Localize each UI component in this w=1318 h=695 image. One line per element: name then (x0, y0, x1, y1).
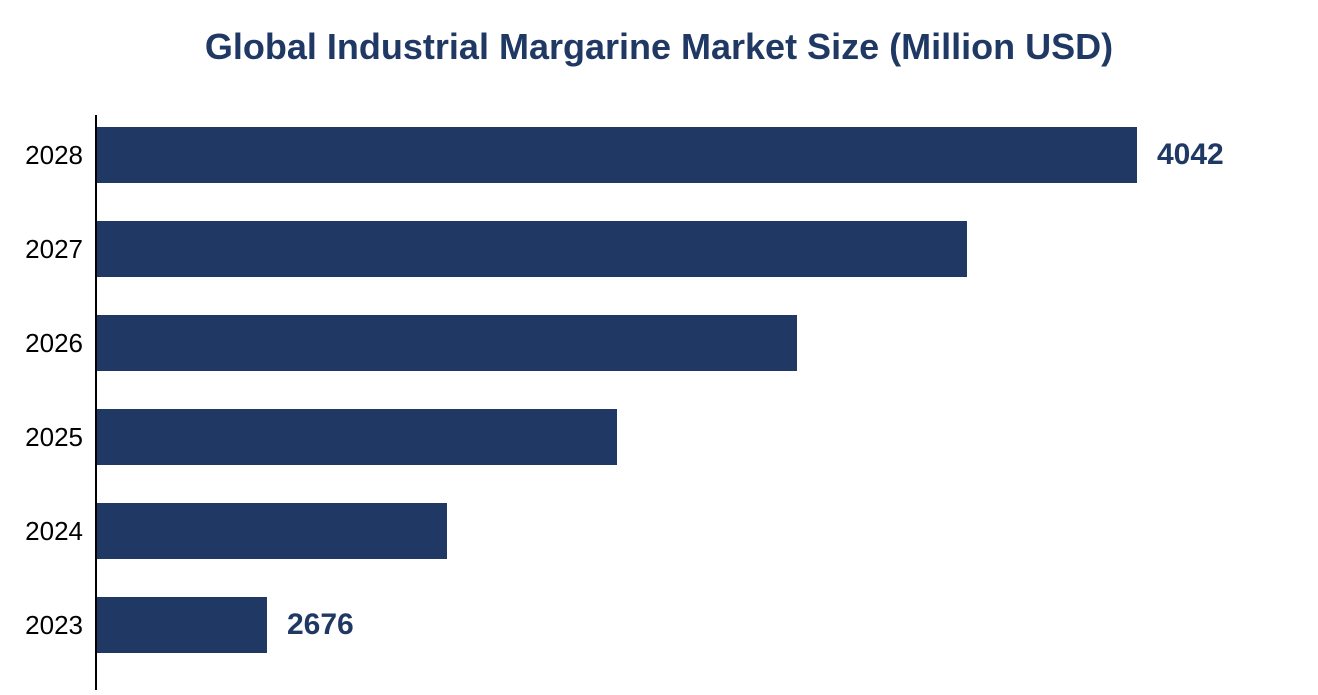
chart-title: Global Industrial Margarine Market Size … (0, 0, 1318, 86)
plot-area: 20284042 2027 2026 2025 2024 20232676 (95, 115, 1258, 690)
bar-row: 20232676 (97, 597, 1258, 653)
year-label: 2025 (25, 422, 97, 453)
year-label: 2026 (25, 328, 97, 359)
value-label: 2676 (267, 608, 354, 642)
bar-row: 2024 (97, 503, 1258, 559)
year-label: 2023 (25, 610, 97, 641)
year-label: 2028 (25, 140, 97, 171)
bar (97, 315, 797, 371)
bar-row: 2025 (97, 409, 1258, 465)
bar-row: 2027 (97, 221, 1258, 277)
bar (97, 597, 267, 653)
bar (97, 409, 617, 465)
bar-row: 20284042 (97, 127, 1258, 183)
value-label: 4042 (1137, 138, 1224, 172)
bar (97, 127, 1137, 183)
bar (97, 221, 967, 277)
bar-row: 2026 (97, 315, 1258, 371)
year-label: 2024 (25, 516, 97, 547)
chart-container: Global Industrial Margarine Market Size … (0, 0, 1318, 695)
year-label: 2027 (25, 234, 97, 265)
bar (97, 503, 447, 559)
